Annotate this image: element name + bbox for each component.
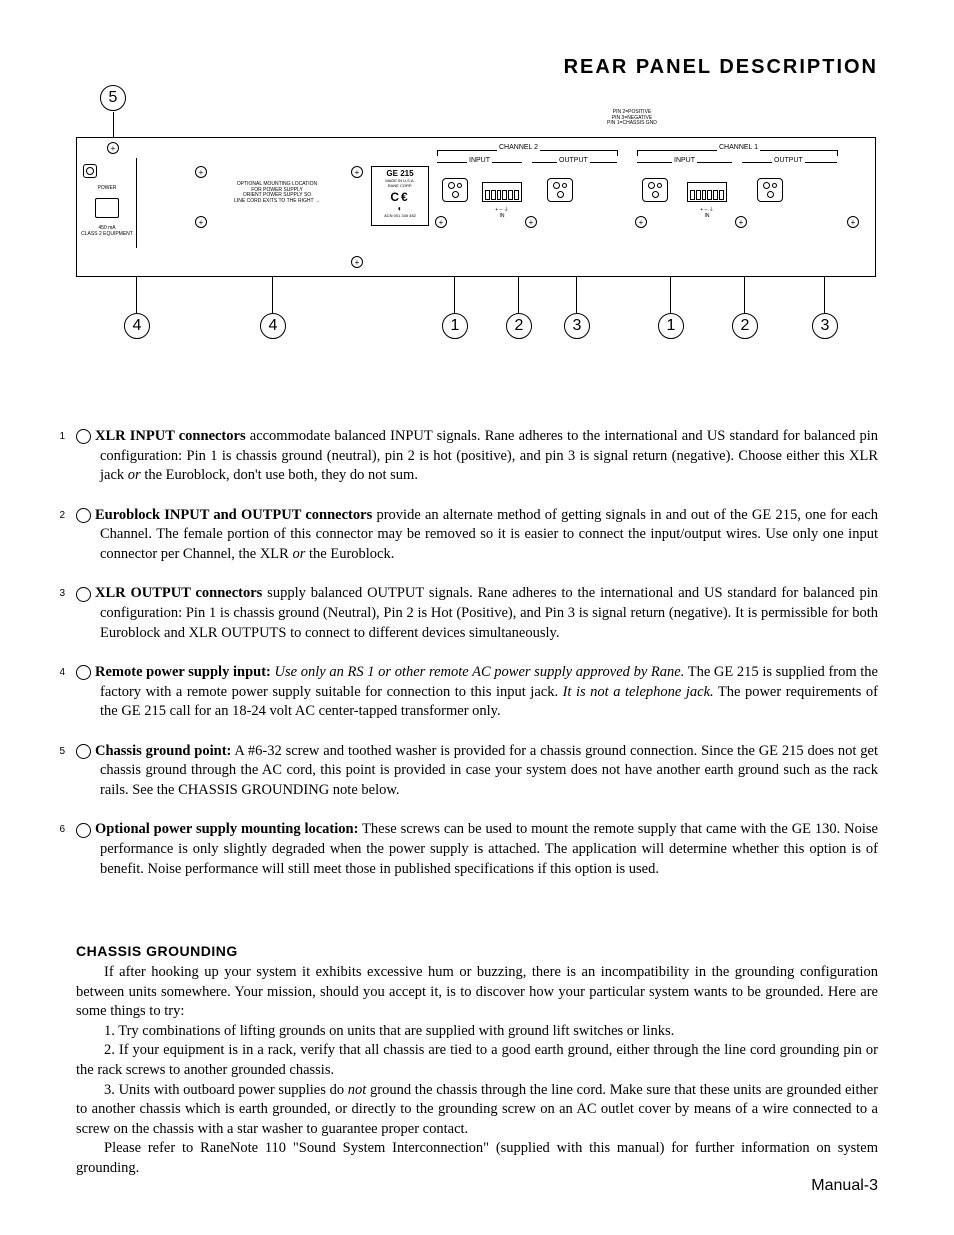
ch1-xlr-output (757, 178, 783, 202)
mounting-screw (351, 256, 363, 268)
chassis-grounding-heading: CHASSIS GROUNDING (76, 943, 878, 959)
desc-item-2: 2Euroblock INPUT and OUTPUT connectors p… (76, 506, 878, 565)
ch2-output-label: OUTPUT (557, 157, 590, 164)
desc-item-3: 3XLR OUTPUT connectors supply balanced O… (76, 584, 878, 643)
callout-3a: 3 (564, 313, 590, 339)
desc-item-4: 4Remote power supply input: Use only an … (76, 663, 878, 722)
mounting-screw (195, 166, 207, 178)
pin-note: PIN 2=POSITIVE PIN 3=NEGATIVE PIN 1=CHAS… (597, 110, 667, 127)
ch1-xlr-input (642, 178, 668, 202)
mounting-screw (195, 216, 207, 228)
channel-2-label: CHANNEL 2 (497, 144, 540, 151)
grounding-p4: 3. Units with outboard power supplies do… (76, 1081, 878, 1140)
rear-panel-box: PIN 2=POSITIVE PIN 3=NEGATIVE PIN 1=CHAS… (76, 137, 876, 277)
ch2-euroblock (482, 182, 522, 202)
mounting-screw (351, 166, 363, 178)
ch1-euroblock (687, 182, 727, 202)
grounding-p1: If after hooking up your system it exhib… (76, 963, 878, 1022)
callout-1b: 1 (658, 313, 684, 339)
mounting-note: OPTIONAL MOUNTING LOCATION FOR POWER SUP… (217, 182, 337, 204)
grounding-p5: Please refer to RaneNote 110 "Sound Syst… (76, 1139, 878, 1178)
ch2-xlr-output (547, 178, 573, 202)
ch2-input-label: INPUT (467, 157, 492, 164)
callout-2a: 2 (506, 313, 532, 339)
rear-panel-diagram: 5 PIN 2=POSITIVE PIN 3=NEGATIVE PIN 1=CH… (76, 87, 878, 357)
callouts-row: 4 4 1 2 3 1 2 3 (76, 313, 876, 343)
desc-item-5: 5Chassis ground point: A #6-32 screw and… (76, 742, 878, 801)
desc-item-6: 6Optional power supply mounting location… (76, 820, 878, 879)
ce-box: GE 215 MADE IN U.S.A. RANE CORP. C€ ◐ AC… (371, 166, 429, 226)
callout-5: 5 (100, 85, 126, 111)
page-title: REAR PANEL DESCRIPTION (76, 56, 878, 79)
ch2-xlr-input (442, 178, 468, 202)
callout-4a: 4 (124, 313, 150, 339)
descriptions: 1XLR INPUT connectors accommodate balanc… (76, 427, 878, 879)
callout-2b: 2 (732, 313, 758, 339)
power-spec: 450 mA CLASS 2 EQUIPMENT (79, 226, 135, 237)
ch1-output-label: OUTPUT (772, 157, 805, 164)
callout-1a: 1 (442, 313, 468, 339)
power-label: POWER (79, 186, 135, 192)
channel-1-label: CHANNEL 1 (717, 144, 760, 151)
chassis-grounding-section: CHASSIS GROUNDING If after hooking up yo… (76, 943, 878, 1178)
desc-item-1: 1XLR INPUT connectors accommodate balanc… (76, 427, 878, 486)
chassis-ground-screw (107, 142, 119, 154)
ch1-input-label: INPUT (672, 157, 697, 164)
grounding-p2: 1. Try combinations of lifting grounds o… (76, 1022, 878, 1042)
grounding-p3: 2. If your equipment is in a rack, verif… (76, 1041, 878, 1080)
callout-3b: 3 (812, 313, 838, 339)
page-number: Manual-3 (811, 1177, 878, 1195)
callout-4b: 4 (260, 313, 286, 339)
